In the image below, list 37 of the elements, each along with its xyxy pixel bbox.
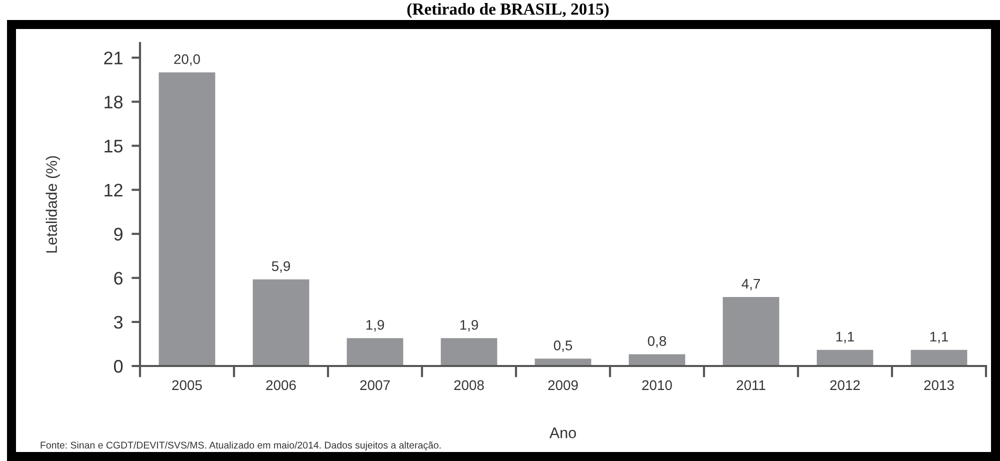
source-note: Fonte: Sinan e CGDT/DEVIT/SVS/MS. Atualizado em maio/2014. Dados sujeitos a alteração.	[40, 441, 441, 451]
x-tick-label: 2005	[172, 380, 202, 390]
x-tick-label: 2007	[360, 380, 390, 390]
x-tick-label: 2013	[924, 380, 954, 390]
x-tick-label: 2010	[642, 380, 672, 390]
x-tick-label: 2006	[266, 380, 296, 390]
y-axis-title: Letalidade (%)	[46, 156, 60, 252]
data-label: 5,9	[272, 261, 290, 273]
bar	[158, 72, 216, 366]
bar	[252, 279, 310, 366]
y-tick-label: 15	[104, 140, 123, 152]
y-tick-label: 9	[114, 228, 122, 241]
data-label: 1,1	[836, 332, 854, 344]
bar	[816, 350, 874, 366]
data-label: 1,9	[366, 320, 384, 332]
y-tick-label: 0	[114, 360, 123, 373]
bar	[722, 296, 780, 366]
y-tick-label: 6	[114, 272, 123, 285]
x-tick-label: 2012	[830, 380, 860, 390]
y-tick-label: 12	[104, 184, 122, 196]
y-tick-label: 18	[104, 96, 123, 108]
data-label: 4,7	[742, 279, 760, 290]
data-label: 0,5	[554, 340, 572, 352]
data-label: 0,8	[648, 336, 666, 348]
y-tick-label: 3	[114, 316, 123, 329]
data-label: 1,9	[460, 320, 478, 332]
chart-title: (Retirado de BRASIL, 2015)	[407, 3, 609, 18]
y-tick-label: 21	[104, 52, 122, 64]
bar	[440, 338, 498, 366]
data-label: 1,1	[930, 332, 948, 344]
data-label: 20,0	[174, 54, 200, 66]
bar	[346, 338, 404, 366]
x-tick-label: 2008	[454, 380, 484, 390]
bar	[910, 350, 968, 366]
x-tick-label: 2011	[736, 380, 766, 390]
x-axis-title: Ano	[549, 428, 576, 438]
x-tick-label: 2009	[548, 380, 578, 390]
